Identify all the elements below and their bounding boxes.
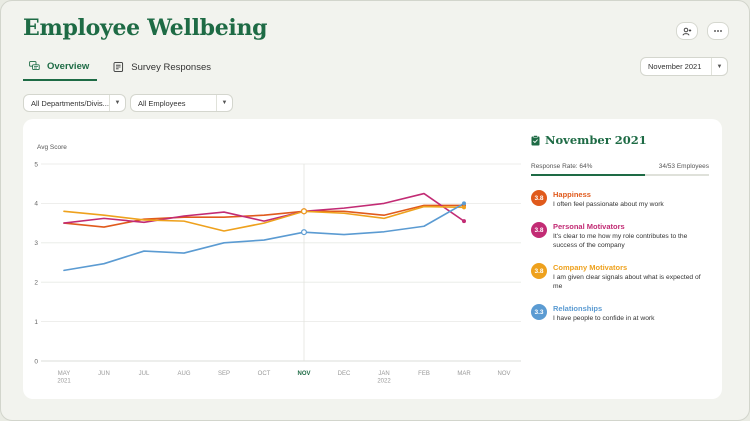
metric-description: I often feel passionate about my work	[553, 201, 664, 208]
add-user-button[interactable]	[676, 22, 698, 40]
tab-survey-responses[interactable]: Survey Responses	[107, 53, 219, 81]
metric-item[interactable]: 3.8 Personal Motivators It's clear to me h…	[531, 222, 709, 250]
metric-text: Relationships I have people to confide in…	[553, 304, 655, 323]
department-filter-value: All Departments/Divis...	[31, 98, 109, 108]
metric-description: I have people to confide in at work	[553, 315, 655, 322]
y-tick-label: 2	[34, 280, 38, 287]
metric-name: Relationships	[553, 304, 603, 313]
clipboard-check-icon	[531, 134, 540, 145]
x-tick-label: MAR	[457, 371, 471, 377]
tab-overview-label: Overview	[47, 60, 90, 72]
metric-description: It's clear to me how my role contributes…	[553, 233, 688, 249]
x-tick-label: NOV	[497, 371, 510, 377]
panel-title: November 2021	[545, 133, 647, 147]
score-badge: 3.8	[531, 263, 547, 279]
y-tick-label: 4	[34, 201, 38, 208]
data-point	[462, 205, 466, 210]
x-tick-sublabel: 2021	[57, 379, 71, 385]
metric-text: Happiness I often feel passionate about m…	[553, 190, 664, 209]
response-rate-fill	[531, 174, 645, 176]
period-select-value: November 2021	[648, 62, 702, 71]
data-point	[462, 201, 466, 206]
employees-filter[interactable]: All Employees ▼	[130, 94, 233, 112]
page-title: Employee Wellbeing	[23, 15, 268, 41]
chevron-down-icon: ▼	[711, 58, 727, 75]
wellbeing-line-chart: Avg Score 0 1 2 3 4 5 MAY 2021 JUN JUL AUG SEP OCT NO…	[34, 144, 521, 385]
metrics-list: 3.8 Happiness I often feel passionate abou…	[531, 190, 709, 323]
tab-survey-responses-label: Survey Responses	[131, 61, 211, 73]
y-tick-label: 5	[34, 161, 38, 168]
x-tick-label: SEP	[218, 371, 230, 377]
more-icon	[714, 30, 722, 32]
tab-overview[interactable]: Overview	[23, 53, 98, 81]
score-badge: 3.8	[531, 190, 547, 206]
series-line-relationships	[63, 202, 465, 272]
data-point	[301, 229, 308, 236]
x-tick-label: JUN	[98, 371, 110, 377]
summary-panel: November 2021 Response Rate: 64% 34/53 E…	[531, 133, 709, 323]
tab-bar: Overview Survey Responses	[23, 53, 219, 81]
add-user-icon	[682, 27, 692, 35]
x-tick-label: AUG	[177, 371, 190, 377]
metric-name: Personal Motivators	[553, 222, 625, 231]
x-tick-label: DEC	[338, 371, 351, 377]
response-rate-label: Response Rate: 64%	[531, 163, 593, 170]
x-tick-sublabel: 2022	[377, 379, 391, 385]
x-tick-label: JAN	[378, 371, 389, 377]
metric-description: I am given clear signals about what is e…	[553, 274, 701, 290]
y-tick-label: 0	[34, 358, 38, 365]
period-select[interactable]: November 2021 ▼	[640, 57, 728, 76]
metric-item[interactable]: 3.8 Happiness I often feel passionate abou…	[531, 190, 709, 209]
metric-name: Happiness	[553, 190, 591, 199]
more-options-button[interactable]	[707, 22, 729, 40]
wellbeing-card: Avg Score 0 1 2 3 4 5 MAY 2021 JUN JUL AUG SEP OCT NO…	[23, 119, 722, 399]
x-tick-label: FEB	[418, 371, 430, 377]
department-filter[interactable]: All Departments/Divis... ▼	[23, 94, 126, 112]
chevron-down-icon: ▼	[216, 95, 232, 111]
y-tick-label: 1	[34, 319, 38, 326]
document-icon	[113, 62, 124, 72]
response-rate-bar	[531, 174, 709, 176]
metric-text: Personal Motivators It's clear to me how …	[553, 222, 709, 250]
data-point	[462, 219, 466, 224]
x-tick-label: NOV	[297, 371, 310, 377]
score-badge: 3.3	[531, 304, 547, 320]
employees-filter-value: All Employees	[138, 98, 186, 108]
metric-name: Company Motivators	[553, 263, 628, 272]
y-axis-label: Avg Score	[37, 144, 67, 151]
chevron-down-icon: ▼	[109, 95, 125, 111]
y-tick-label: 3	[34, 240, 38, 247]
x-tick-label: JUL	[139, 371, 150, 377]
series-line-company-motivators	[63, 205, 465, 232]
x-tick-label: MAY	[58, 371, 71, 377]
data-point	[301, 208, 308, 215]
series-line-personal-motivators	[63, 192, 465, 224]
metric-item[interactable]: 3.3 Relationships I have people to confide…	[531, 304, 709, 323]
chat-bubbles-icon	[29, 61, 40, 71]
metric-text: Company Motivators I am given clear signa…	[553, 263, 709, 291]
metric-item[interactable]: 3.8 Company Motivators I am given clear si…	[531, 263, 709, 291]
score-badge: 3.8	[531, 222, 547, 238]
employees-count-label: 34/53 Employees	[658, 163, 709, 170]
x-tick-label: OCT	[258, 371, 271, 377]
